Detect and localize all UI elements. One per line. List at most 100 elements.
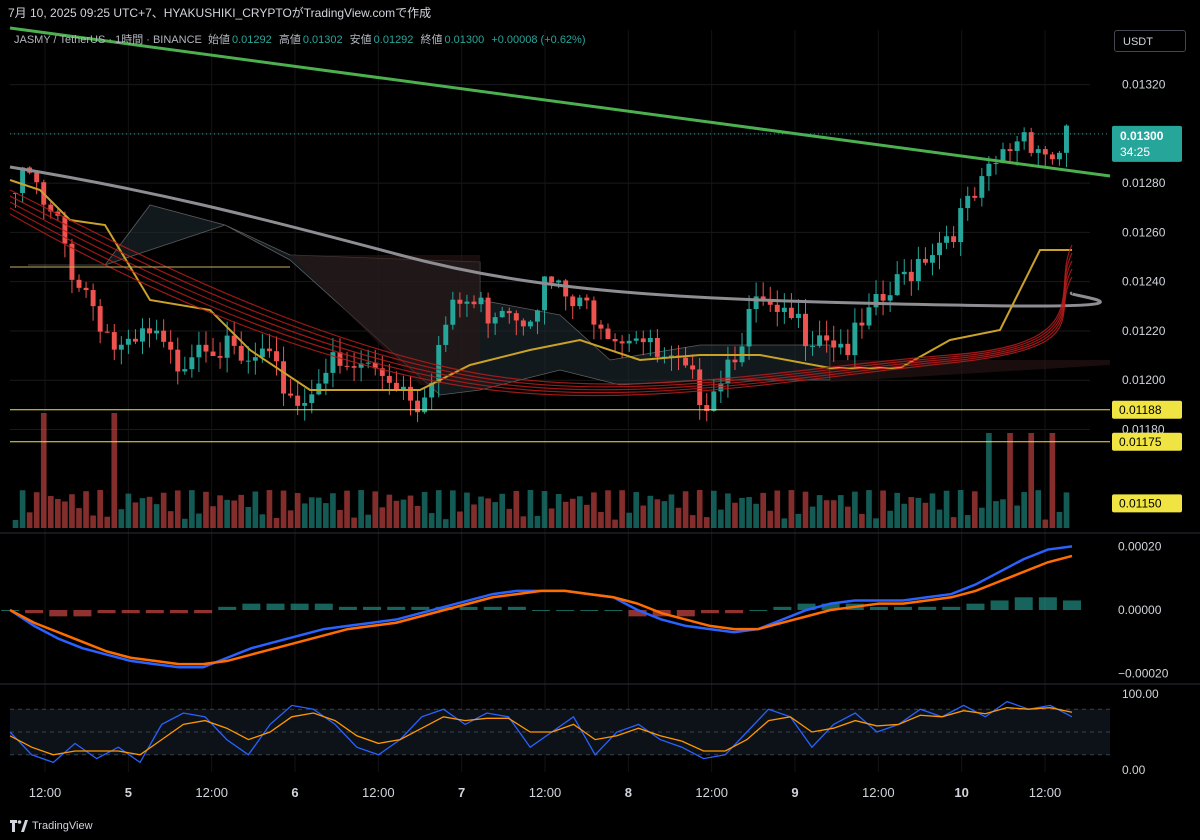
volume-bar [562, 501, 569, 528]
candle-body [316, 383, 322, 395]
volume-bar [344, 490, 350, 528]
volume-bar [259, 514, 266, 528]
volume-bar [633, 492, 640, 528]
candle-body [436, 344, 442, 383]
volume-bar [718, 509, 724, 528]
volume-bar [97, 490, 103, 528]
candle-body [90, 290, 96, 307]
ema-ribbon-line [9, 195, 1073, 388]
volume-bar [527, 490, 534, 528]
change-value: +0.00008 (+0.62%) [491, 34, 586, 46]
volume-bar [457, 511, 463, 528]
candle-body [478, 297, 484, 305]
rsi-line [9, 700, 1073, 764]
price-tick-label: 0.01220 [1122, 324, 1166, 338]
attribution-bar: 7月 10, 2025 09:25 UTC+7、HYAKUSHIKI_CRYPT… [0, 0, 1200, 26]
candle-body [161, 330, 167, 342]
volume-bar [189, 490, 195, 528]
candle-body [386, 375, 392, 383]
volume-bar [971, 491, 978, 528]
low-label: 安値 [349, 34, 372, 46]
volume-bar [76, 508, 82, 528]
rsi-tick-label: 0.00 [1122, 763, 1146, 777]
candle-body [944, 236, 950, 243]
volume-bar [823, 500, 830, 528]
volume-bar [760, 492, 767, 528]
candle-body [591, 300, 597, 325]
volume-bar [245, 506, 252, 528]
candle-body [619, 341, 625, 344]
candle-body [295, 395, 301, 406]
candle-body [831, 340, 837, 348]
candle-body [605, 328, 611, 339]
candle-body [464, 301, 470, 304]
candle-body [817, 335, 823, 346]
macd-histogram-bar [821, 603, 840, 610]
candle-body [358, 363, 364, 368]
candle-body [577, 297, 583, 307]
candle-body [217, 356, 223, 358]
volume-bar [1035, 490, 1042, 528]
volume-bar [520, 516, 527, 528]
macd-histogram-bar [869, 606, 888, 610]
candle-body [189, 357, 195, 370]
last-price-label: 0.01300 [1120, 129, 1164, 143]
time-tick-label: 12:00 [1029, 785, 1062, 800]
level-label: 0.01188 [1119, 403, 1162, 417]
volume-bar [139, 498, 146, 528]
volume-bar [12, 520, 19, 528]
candle-body [563, 280, 569, 297]
macd-tick-label: 0.00000 [1118, 603, 1162, 617]
currency-button[interactable]: USDT [1114, 30, 1186, 52]
volume-bar [746, 497, 752, 528]
volume-bar [83, 491, 89, 528]
candle-body [669, 355, 674, 357]
candle-body [788, 307, 794, 319]
volume-bar [224, 499, 230, 528]
volume-bar [809, 506, 816, 528]
macd-histogram-bar [700, 610, 719, 614]
volume-bar [929, 493, 936, 528]
volume-bar [287, 510, 294, 528]
volume-bar [125, 493, 132, 528]
candle-body [182, 369, 188, 372]
macd-histogram-bar [918, 606, 937, 610]
candle-body [915, 258, 921, 282]
macd-histogram-bar [942, 606, 961, 610]
volume-bar [873, 518, 879, 528]
volume-bar [943, 490, 950, 528]
overlay-lines [9, 26, 1111, 443]
chart-canvas[interactable]: 0.00020 0.00000 −0.00020 100.00 0.00 0.0132… [0, 26, 1200, 812]
candle-body [986, 163, 992, 177]
time-tick-label: 6 [291, 785, 298, 800]
volume-bar [859, 513, 865, 528]
candle-body [492, 317, 498, 324]
candle-body [422, 397, 428, 413]
time-tick-label: 12:00 [195, 785, 228, 800]
candle-body [584, 297, 590, 301]
candle-body [901, 271, 907, 275]
macd-histogram-bar [1038, 597, 1057, 610]
price-tick-label: 0.01280 [1122, 176, 1166, 190]
candle-body [450, 299, 456, 325]
candle-body [506, 310, 512, 314]
macd-histogram-bar [290, 603, 309, 610]
volume-bar [330, 493, 336, 528]
candle-body [132, 338, 138, 342]
macd-histogram-bar [242, 603, 261, 610]
candle-body [535, 310, 540, 322]
macd-histogram-bar [966, 603, 985, 610]
candle-body [781, 307, 787, 312]
candle-body [838, 343, 844, 348]
candle-body [549, 276, 555, 283]
macd-histogram-bar [218, 606, 237, 610]
candle-body [873, 294, 879, 308]
candle-body [140, 328, 145, 342]
candle-body [69, 243, 75, 280]
volume-bar [499, 493, 506, 528]
volume-bar [654, 499, 661, 528]
macd-histogram-bar [1063, 600, 1081, 610]
candle-body [245, 360, 251, 362]
volume-bar [435, 490, 442, 528]
candle-body [859, 322, 865, 326]
